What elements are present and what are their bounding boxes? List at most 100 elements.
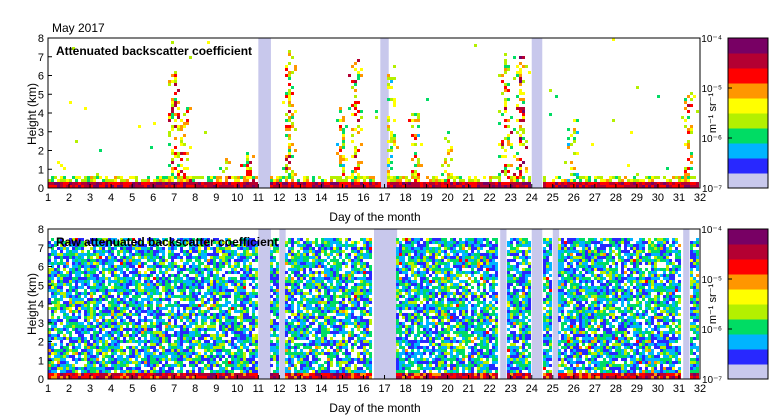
heatmap-cell xyxy=(324,241,327,244)
heatmap-cell xyxy=(354,289,357,292)
heatmap-cell xyxy=(324,247,327,250)
heatmap-cell xyxy=(48,259,51,262)
heatmap-cell xyxy=(105,367,108,370)
heatmap-cell xyxy=(180,170,183,173)
heatmap-cell xyxy=(318,304,321,307)
heatmap-cell xyxy=(288,74,291,77)
heatmap-cell xyxy=(285,376,288,379)
heatmap-cell xyxy=(198,286,201,289)
heatmap-cell xyxy=(147,346,150,349)
heatmap-cell xyxy=(288,283,291,286)
heatmap-cell xyxy=(465,182,468,185)
heatmap-cell xyxy=(288,343,291,346)
heatmap-cell xyxy=(243,250,246,253)
heatmap-cell xyxy=(126,304,129,307)
heatmap-cell xyxy=(696,110,699,113)
heatmap-cell xyxy=(249,325,252,328)
heatmap-cell xyxy=(318,367,321,370)
heatmap-cell xyxy=(96,268,99,271)
heatmap-cell xyxy=(147,185,150,188)
heatmap-cell xyxy=(207,343,210,346)
heatmap-cell xyxy=(249,334,252,337)
heatmap-cell xyxy=(51,271,54,274)
heatmap-cell xyxy=(231,250,234,253)
heatmap-cell xyxy=(315,355,318,358)
heatmap-cell xyxy=(171,113,174,116)
heatmap-cell xyxy=(198,268,201,271)
heatmap-cell xyxy=(93,238,96,241)
heatmap-cell xyxy=(138,265,141,268)
heatmap-cell xyxy=(324,283,327,286)
heatmap-cell xyxy=(66,295,69,298)
heatmap-cell xyxy=(690,155,693,158)
heatmap-cell xyxy=(324,268,327,271)
heatmap-cell xyxy=(336,328,339,331)
heatmap-cell xyxy=(330,286,333,289)
heatmap-cell xyxy=(93,313,96,316)
heatmap-cell xyxy=(141,182,144,185)
heatmap-cell xyxy=(174,152,177,155)
x-tick-label: 25 xyxy=(547,192,559,204)
heatmap-cell xyxy=(291,280,294,283)
heatmap-cell xyxy=(225,244,228,247)
heatmap-cell xyxy=(519,176,522,179)
heatmap-cell xyxy=(84,355,87,358)
heatmap-cell xyxy=(114,376,117,379)
heatmap-cell xyxy=(93,280,96,283)
heatmap-cell xyxy=(66,355,69,358)
heatmap-cell xyxy=(129,265,132,268)
heatmap-cell xyxy=(105,313,108,316)
heatmap-cell xyxy=(48,373,51,376)
heatmap-cell xyxy=(300,304,303,307)
heatmap-cell xyxy=(63,361,66,364)
heatmap-cell xyxy=(525,65,528,68)
heatmap-cell xyxy=(276,325,279,328)
heatmap-cell xyxy=(165,286,168,289)
heatmap-cell xyxy=(51,247,54,250)
heatmap-cell xyxy=(177,268,180,271)
heatmap-cell xyxy=(303,182,306,185)
heatmap-cell xyxy=(387,116,390,119)
heatmap-cell xyxy=(324,328,327,331)
x-tick-label: 9 xyxy=(213,192,219,204)
heatmap-cell xyxy=(54,295,57,298)
heatmap-cell xyxy=(462,185,465,188)
heatmap-cell xyxy=(111,313,114,316)
heatmap-cell xyxy=(138,277,141,280)
heatmap-cell xyxy=(399,182,402,185)
heatmap-cell xyxy=(60,176,63,179)
heatmap-cell xyxy=(414,119,417,122)
heatmap-cell xyxy=(69,241,72,244)
heatmap-cell xyxy=(126,262,129,265)
heatmap-cell xyxy=(309,262,312,265)
heatmap-cell xyxy=(171,152,174,155)
heatmap-cell xyxy=(294,376,297,379)
heatmap-cell xyxy=(594,179,597,182)
heatmap-cell xyxy=(396,179,399,182)
heatmap-cell xyxy=(180,349,183,352)
heatmap-cell xyxy=(102,334,105,337)
heatmap-cell xyxy=(606,185,609,188)
heatmap-cell xyxy=(117,265,120,268)
heatmap-cell xyxy=(90,361,93,364)
heatmap-cell xyxy=(213,322,216,325)
heatmap-cell xyxy=(609,176,612,179)
heatmap-cell xyxy=(243,331,246,334)
heatmap-cell xyxy=(90,334,93,337)
heatmap-cell xyxy=(108,244,111,247)
heatmap-cell xyxy=(165,271,168,274)
heatmap-cell xyxy=(159,358,162,361)
heatmap-cell xyxy=(348,373,351,376)
heatmap-cell xyxy=(330,280,333,283)
heatmap-cell xyxy=(99,241,102,244)
heatmap-cell xyxy=(342,373,345,376)
heatmap-cell xyxy=(162,176,165,179)
heatmap-cell xyxy=(222,313,225,316)
heatmap-cell xyxy=(99,271,102,274)
heatmap-cell xyxy=(228,340,231,343)
heatmap-cell xyxy=(96,301,99,304)
heatmap-cell xyxy=(54,349,57,352)
heatmap-cell xyxy=(48,334,51,337)
heatmap-cell xyxy=(510,185,513,188)
heatmap-cell xyxy=(168,280,171,283)
